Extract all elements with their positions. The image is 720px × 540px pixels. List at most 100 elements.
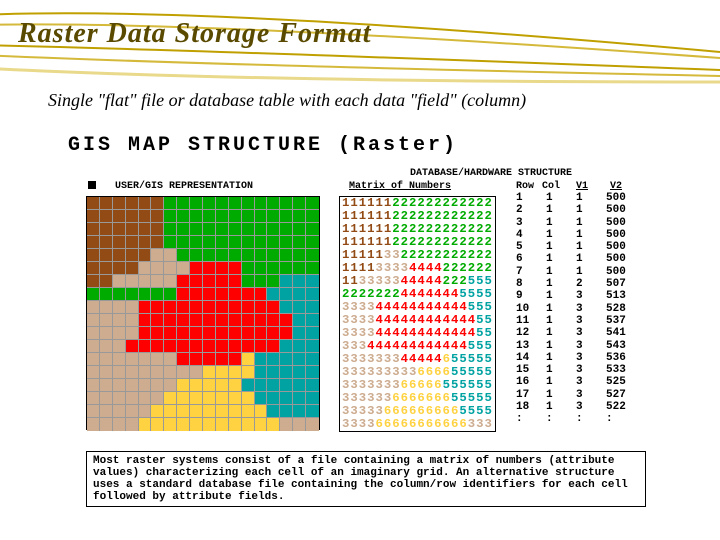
raster-cell xyxy=(87,340,100,353)
table-cell: 522 xyxy=(606,401,636,413)
raster-cell xyxy=(177,262,190,275)
table-cell: 1 xyxy=(546,327,576,339)
table-cell: 13 xyxy=(516,340,546,352)
raster-cell xyxy=(113,327,126,340)
raster-cell xyxy=(293,197,306,210)
raster-cell xyxy=(293,275,306,288)
raster-cell xyxy=(203,262,216,275)
raster-cell xyxy=(306,223,319,236)
raster-cell xyxy=(255,197,268,210)
raster-row xyxy=(87,366,319,379)
raster-cell xyxy=(242,210,255,223)
raster-cell xyxy=(87,236,100,249)
raster-cell xyxy=(267,275,280,288)
raster-cell xyxy=(203,379,216,392)
raster-cell xyxy=(139,223,152,236)
table-row: 1513533 xyxy=(516,364,636,376)
table-cell: 1 xyxy=(546,303,576,315)
raster-cell xyxy=(139,210,152,223)
raster-cell xyxy=(126,327,139,340)
raster-cell xyxy=(126,405,139,418)
raster-cell xyxy=(229,327,242,340)
raster-cell xyxy=(242,249,255,262)
raster-map-grid xyxy=(86,196,320,430)
raster-cell xyxy=(190,353,203,366)
table-row: :::: xyxy=(516,413,636,425)
raster-cell xyxy=(113,223,126,236)
raster-cell xyxy=(255,353,268,366)
raster-cell xyxy=(280,197,293,210)
raster-cell xyxy=(139,249,152,262)
raster-cell xyxy=(229,392,242,405)
raster-cell xyxy=(267,197,280,210)
table-cell: 543 xyxy=(606,340,636,352)
raster-cell xyxy=(87,301,100,314)
raster-cell xyxy=(242,314,255,327)
table-row: 511500 xyxy=(516,241,636,253)
raster-cell xyxy=(203,405,216,418)
raster-cell xyxy=(151,405,164,418)
label-user-gis: USER/GIS REPRESENTATION xyxy=(115,181,253,192)
table-cell: 1 xyxy=(576,229,606,241)
raster-cell xyxy=(177,314,190,327)
raster-cell xyxy=(190,405,203,418)
raster-cell xyxy=(229,405,242,418)
raster-cell xyxy=(293,379,306,392)
raster-cell xyxy=(139,366,152,379)
raster-cell xyxy=(190,340,203,353)
raster-row xyxy=(87,340,319,353)
raster-cell xyxy=(280,301,293,314)
table-cell: 1 xyxy=(546,204,576,216)
table-cell: 500 xyxy=(606,266,636,278)
raster-cell xyxy=(242,327,255,340)
raster-cell xyxy=(229,210,242,223)
table-row: 1113537 xyxy=(516,315,636,327)
raster-cell xyxy=(267,249,280,262)
raster-cell xyxy=(100,392,113,405)
raster-cell xyxy=(139,392,152,405)
raster-row xyxy=(87,249,319,262)
raster-cell xyxy=(139,262,152,275)
table-cell: 507 xyxy=(606,278,636,290)
raster-cell xyxy=(293,340,306,353)
raster-cell xyxy=(126,314,139,327)
table-cell: 528 xyxy=(606,303,636,315)
table-cell: 2 xyxy=(516,204,546,216)
table-cell: 17 xyxy=(516,389,546,401)
raster-cell xyxy=(87,379,100,392)
raster-cell xyxy=(177,418,190,431)
raster-cell xyxy=(203,288,216,301)
raster-cell xyxy=(113,236,126,249)
raster-row xyxy=(87,223,319,236)
table-cell: 3 xyxy=(576,315,606,327)
table-cell: 3 xyxy=(576,364,606,376)
raster-cell xyxy=(267,327,280,340)
raster-cell xyxy=(255,288,268,301)
raster-cell xyxy=(229,236,242,249)
table-row: 1013528 xyxy=(516,303,636,315)
raster-cell xyxy=(242,197,255,210)
raster-cell xyxy=(255,275,268,288)
raster-cell xyxy=(203,366,216,379)
table-row: 1313543 xyxy=(516,340,636,352)
raster-cell xyxy=(151,418,164,431)
raster-cell xyxy=(255,379,268,392)
raster-cell xyxy=(164,236,177,249)
raster-cell xyxy=(280,314,293,327)
raster-cell xyxy=(139,340,152,353)
raster-cell xyxy=(267,353,280,366)
raster-cell xyxy=(306,288,319,301)
table-cell: 4 xyxy=(516,229,546,241)
raster-cell xyxy=(306,197,319,210)
table-cell: 1 xyxy=(576,204,606,216)
raster-cell xyxy=(242,340,255,353)
raster-cell xyxy=(216,249,229,262)
raster-cell xyxy=(113,288,126,301)
raster-cell xyxy=(113,405,126,418)
raster-cell xyxy=(280,405,293,418)
raster-cell xyxy=(216,327,229,340)
raster-cell xyxy=(113,210,126,223)
table-row: 111500 xyxy=(516,192,636,204)
raster-cell xyxy=(113,197,126,210)
raster-cell xyxy=(203,340,216,353)
